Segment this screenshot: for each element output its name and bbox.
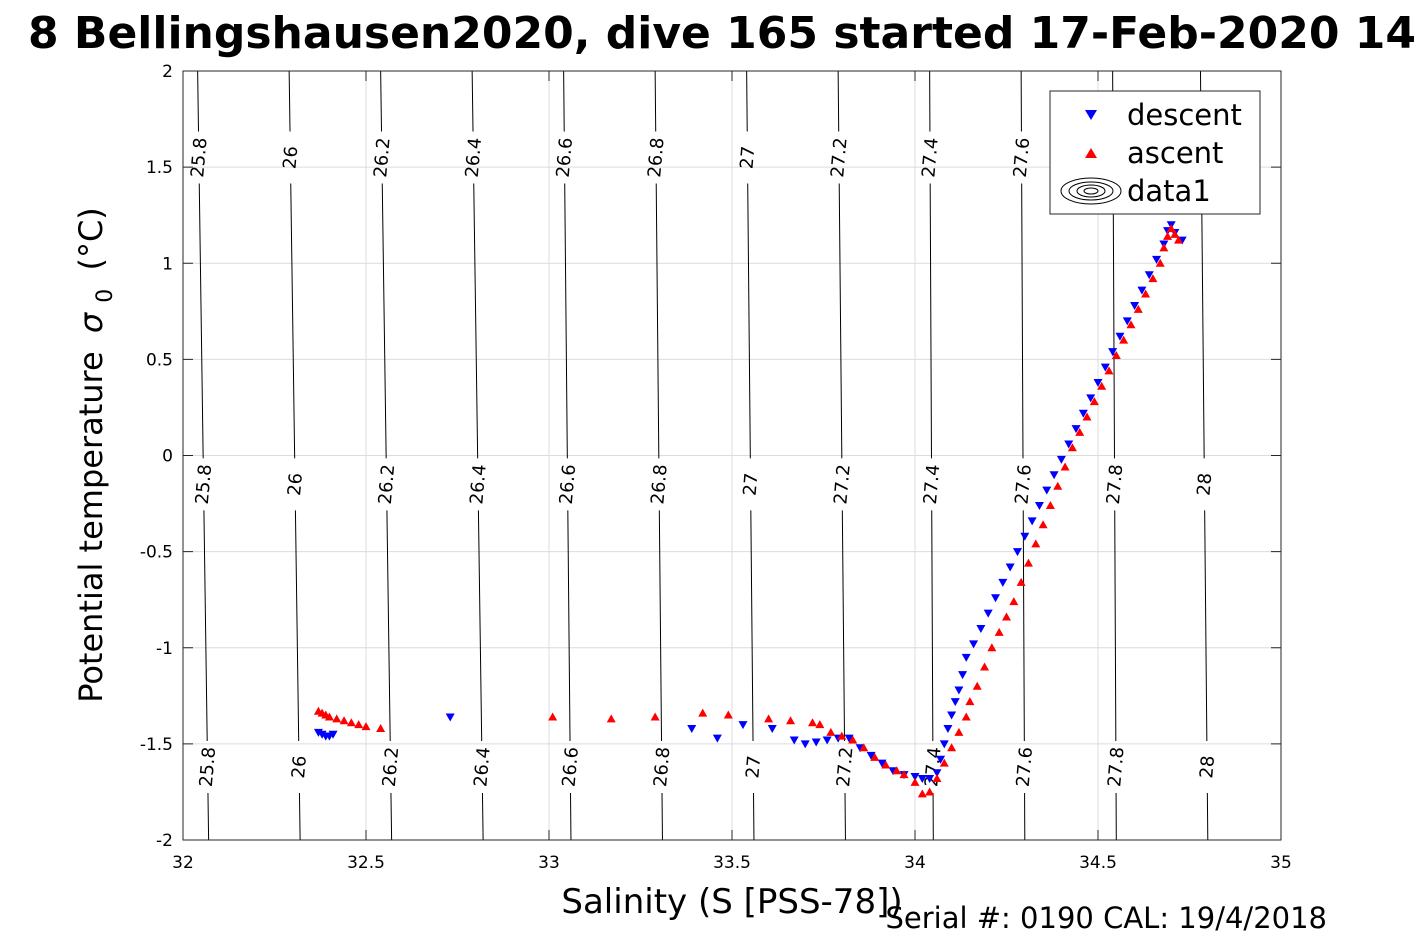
y-axis-label-main: Potential temperature — [72, 351, 110, 703]
y-tick-label: 0.5 — [146, 350, 173, 370]
legend-contour-label: data1 — [1127, 174, 1211, 208]
contour-segment — [747, 71, 748, 132]
contour-label: 26.2 — [379, 746, 403, 788]
contour-label: 27.8 — [1103, 464, 1127, 506]
contour-label: 26.8 — [647, 464, 671, 506]
contour-label: 25.8 — [196, 746, 220, 788]
y-tick-label: 1 — [162, 254, 173, 274]
contour-label: 27 — [737, 145, 760, 170]
contour-segment — [299, 793, 300, 840]
contour-label: 27.8 — [1104, 746, 1128, 788]
contour-segment — [482, 793, 483, 840]
contour-label: 27.6 — [1010, 137, 1034, 179]
contour-label: 27.2 — [827, 137, 851, 179]
contour-segment — [564, 71, 565, 132]
contour-label: 26.6 — [556, 464, 580, 506]
contour-label: 26 — [288, 755, 311, 780]
x-tick-label: 33 — [538, 853, 560, 873]
contour-label: 27 — [740, 472, 763, 497]
x-tick-label: 32.5 — [347, 853, 385, 873]
contour-label: 27.6 — [1011, 464, 1035, 506]
contour-label: 26.2 — [375, 464, 399, 506]
contour-label: 27 — [742, 755, 765, 780]
contour-segment — [391, 793, 392, 840]
contour-label: 28 — [1193, 472, 1216, 497]
contour-label: 27.4 — [920, 464, 944, 506]
x-axis-label: Salinity (S [PSS-78]) — [561, 882, 902, 922]
contour-label: 26.8 — [644, 137, 668, 179]
contour-label: 26.6 — [559, 746, 583, 788]
x-tick-label: 33.5 — [713, 853, 751, 873]
y-tick-label: 0 — [162, 447, 173, 467]
contour-label: 26.6 — [553, 137, 577, 179]
contour-label: 26 — [279, 145, 302, 170]
contour-label: 27.2 — [833, 746, 857, 788]
legend-ascent-label: ascent — [1127, 136, 1223, 170]
contour-label: 25.8 — [187, 137, 211, 179]
contour-segment — [655, 71, 656, 132]
y-tick-label: -1.5 — [140, 735, 173, 755]
contour-label: 26.4 — [470, 746, 494, 788]
contour-label: 26.4 — [462, 137, 486, 179]
contour-label: 26.4 — [466, 464, 490, 506]
contour-label: 26 — [284, 472, 307, 497]
chart-title: 8 Bellingshausen2020, dive 165 started 1… — [28, 8, 1416, 59]
y-axis-label-subscript: 0 — [93, 289, 118, 303]
legend: descent ascent data1 — [1050, 91, 1260, 214]
y-axis-label-symbol: σ — [72, 311, 110, 333]
legend-descent-label: descent — [1127, 98, 1242, 132]
serial-calibration-note: Serial #: 0190 CAL: 19/4/2018 — [885, 901, 1327, 935]
x-tick-label: 35 — [1270, 853, 1292, 873]
contour-segment — [208, 793, 209, 840]
y-tick-label: -2 — [156, 831, 173, 851]
contour-label: 26.2 — [370, 137, 394, 179]
contour-label: 27.6 — [1013, 746, 1037, 788]
x-tick-label: 34 — [904, 853, 926, 873]
y-tick-label: 1.5 — [146, 158, 173, 178]
contour-label: 26.8 — [650, 746, 674, 788]
y-tick-label: -1 — [156, 639, 173, 659]
y-axis-label-unit: (°C) — [72, 207, 110, 270]
contour-label: 25.8 — [192, 464, 216, 506]
x-tick-label: 34.5 — [1079, 853, 1117, 873]
contour-label: 28 — [1196, 755, 1219, 780]
x-tick-label: 32 — [172, 853, 194, 873]
y-tick-label: 2 — [162, 62, 173, 82]
y-tick-label: -0.5 — [140, 543, 173, 563]
contour-segment — [838, 71, 839, 132]
contour-label: 27.4 — [918, 137, 942, 179]
contour-label: 27.2 — [830, 464, 854, 506]
